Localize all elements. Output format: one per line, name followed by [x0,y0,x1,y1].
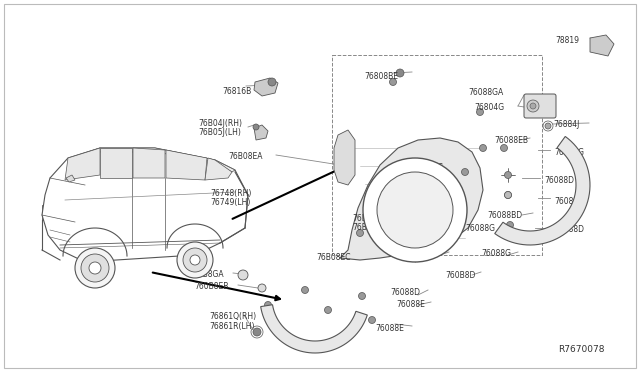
Polygon shape [205,158,232,180]
Polygon shape [166,150,207,180]
Text: 76088D: 76088D [390,288,420,297]
Text: 76088BD: 76088BD [487,211,522,220]
Text: 76082G: 76082G [554,197,584,206]
Circle shape [545,123,551,129]
Circle shape [506,221,513,228]
Circle shape [390,78,397,86]
Polygon shape [495,137,590,245]
Circle shape [339,175,345,181]
Text: 76088G: 76088G [465,224,495,233]
Polygon shape [100,148,132,178]
Text: 76884J: 76884J [553,120,579,129]
Text: 76804G: 76804G [474,103,504,112]
Circle shape [89,262,101,274]
Circle shape [363,158,467,262]
Polygon shape [65,148,100,180]
Text: 76861R(LH): 76861R(LH) [209,322,255,331]
Text: 76B04J(RH): 76B04J(RH) [198,119,242,128]
Circle shape [339,139,345,145]
Text: 76088EB: 76088EB [494,136,528,145]
Polygon shape [340,138,483,260]
Polygon shape [334,130,355,185]
Text: 76088D: 76088D [554,225,584,234]
Text: 760B8EB: 760B8EB [194,282,228,291]
Text: 76748(RH): 76748(RH) [210,189,252,198]
Circle shape [190,255,200,265]
Circle shape [396,69,404,77]
Circle shape [504,192,511,199]
Circle shape [504,171,511,179]
Circle shape [356,230,364,237]
Polygon shape [590,35,614,56]
Circle shape [527,100,539,112]
Text: 76B08EA: 76B08EA [228,152,262,161]
Text: 76B05J(LH): 76B05J(LH) [198,128,241,137]
Circle shape [377,172,453,248]
Polygon shape [66,175,75,182]
Circle shape [504,192,511,199]
Text: 76088D: 76088D [544,176,574,185]
Text: 76082G: 76082G [554,148,584,157]
Circle shape [75,248,115,288]
Circle shape [324,307,332,314]
Text: 76816B: 76816B [222,87,252,96]
Text: 78819: 78819 [555,36,579,45]
Text: 76B61U(RH): 76B61U(RH) [352,214,399,223]
Circle shape [264,301,271,308]
Circle shape [268,78,276,86]
Circle shape [500,144,508,151]
Polygon shape [133,148,165,178]
Text: 76088E: 76088E [375,324,404,333]
Text: 76088G: 76088G [481,249,511,258]
Polygon shape [254,78,278,96]
Bar [332,55,542,255]
Text: 76749(LH): 76749(LH) [210,198,250,207]
Text: R7670078: R7670078 [558,345,605,354]
Circle shape [238,270,248,280]
Text: 76B61V(LH): 76B61V(LH) [352,223,397,232]
Text: 76861Q(RH): 76861Q(RH) [209,312,256,321]
Text: 76082G: 76082G [411,249,441,258]
Circle shape [530,103,536,109]
Circle shape [369,317,376,324]
Circle shape [258,284,266,292]
Circle shape [477,109,483,115]
Circle shape [401,234,408,241]
Circle shape [253,328,261,336]
Circle shape [461,169,468,176]
Circle shape [445,215,451,221]
Circle shape [436,228,444,235]
Text: 760B8D: 760B8D [445,271,476,280]
Circle shape [301,286,308,294]
Polygon shape [254,125,268,140]
Circle shape [240,272,246,278]
Circle shape [339,159,345,165]
Text: 760B8GA: 760B8GA [188,270,223,279]
Bar [42,205,60,220]
Polygon shape [260,305,367,353]
Polygon shape [42,148,248,262]
Polygon shape [70,148,235,172]
Circle shape [177,242,213,278]
Circle shape [417,196,424,203]
Text: 760BBEC: 760BBEC [408,163,443,172]
Circle shape [358,292,365,299]
Circle shape [183,248,207,272]
Circle shape [253,124,259,130]
Circle shape [479,144,486,151]
Text: 76088E: 76088E [396,300,425,309]
Text: 76808BE: 76808BE [364,72,398,81]
Circle shape [81,254,109,282]
Text: 76808EA: 76808EA [427,196,461,205]
Text: 76B08EC: 76B08EC [316,253,351,262]
FancyBboxPatch shape [524,94,556,118]
Text: 76088GA: 76088GA [468,88,503,97]
